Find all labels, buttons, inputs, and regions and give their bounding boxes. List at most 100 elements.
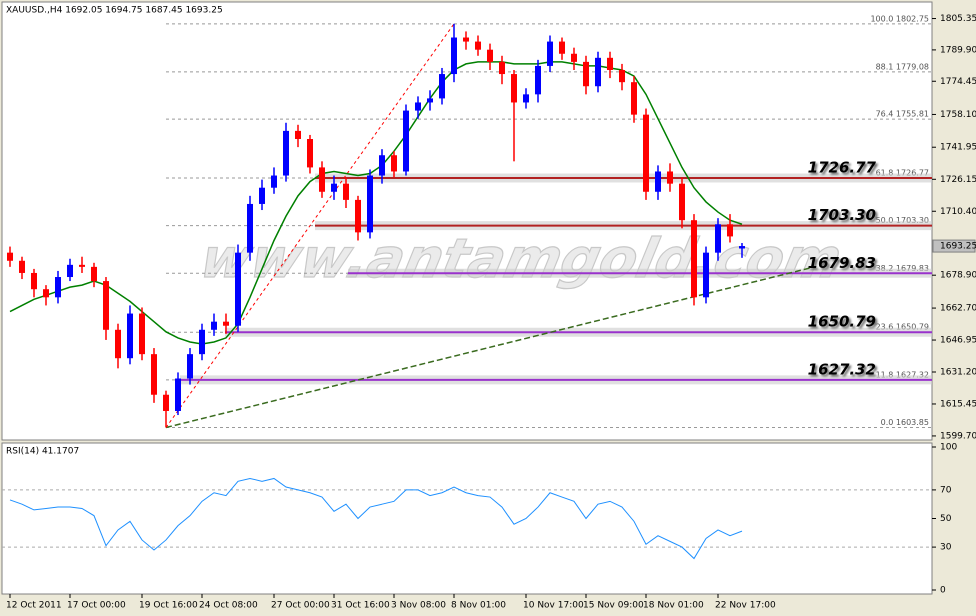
fib-label: 0.0 1603.85 xyxy=(881,418,929,427)
candle-body xyxy=(535,65,541,95)
level-label: 1650.79 xyxy=(808,313,876,331)
candle-body xyxy=(559,41,565,54)
candle-body xyxy=(643,114,649,192)
y-tick-label: 100 xyxy=(940,443,957,453)
fib-label: 50.0 1703.30 xyxy=(876,216,929,225)
candle-body xyxy=(127,313,133,359)
candle-body xyxy=(55,277,61,298)
candle-body xyxy=(139,313,145,355)
candle-body xyxy=(547,41,553,66)
candle-body xyxy=(571,53,577,62)
x-tick-label: 24 Oct 08:00 xyxy=(199,601,258,611)
candle-body xyxy=(475,41,481,50)
candle-body xyxy=(595,57,601,87)
candle-body xyxy=(19,260,25,273)
candle-body xyxy=(403,110,409,172)
y-tick-label: 1631.20 xyxy=(940,368,976,378)
y-tick-label: 1726.15 xyxy=(940,175,976,185)
candle-body xyxy=(259,187,265,204)
candle-body xyxy=(235,252,241,326)
rsi-title: RSI(14) 41.1707 xyxy=(6,447,79,457)
candle-body xyxy=(727,224,733,237)
x-tick-label: 31 Oct 16:00 xyxy=(331,601,390,611)
candle-body xyxy=(307,139,313,168)
candle-body xyxy=(523,94,529,103)
y-tick-label: 1710.40 xyxy=(940,207,976,217)
candle-body xyxy=(463,37,469,42)
level-label: 1679.83 xyxy=(808,254,876,272)
fib-label: 11.8 1627.32 xyxy=(876,370,929,379)
y-tick-label: 1774.45 xyxy=(940,77,976,87)
x-tick-label: 17 Oct 00:00 xyxy=(67,601,126,611)
candle-body xyxy=(415,102,421,111)
candle-body xyxy=(607,57,613,70)
x-tick-label: 12 Oct 2011 xyxy=(6,601,62,611)
candle-body xyxy=(175,378,181,411)
x-tick-label: 15 Nov 09:00 xyxy=(583,601,644,611)
candle-body xyxy=(283,130,289,176)
candle-body xyxy=(295,130,301,140)
rsi-line xyxy=(9,477,743,560)
x-tick-label: 19 Oct 16:00 xyxy=(139,601,198,611)
x-tick-label: 8 Nov 01:00 xyxy=(451,601,506,611)
y-tick-label: 1646.95 xyxy=(940,336,976,346)
y-tick-label: 30 xyxy=(940,543,952,553)
candle-body xyxy=(679,183,685,221)
candle-body xyxy=(511,74,517,103)
trend-line xyxy=(165,267,811,429)
chart-title: XAUUSD.,H4 1692.05 1694.75 1687.45 1693.… xyxy=(6,6,223,16)
candle-body xyxy=(355,199,361,233)
candle-body xyxy=(331,183,337,192)
candle-body xyxy=(67,264,73,278)
y-tick-label: 1662.70 xyxy=(940,304,976,314)
watermark: www.antamgold.com xyxy=(195,227,847,290)
candle-body xyxy=(487,49,493,62)
price-box xyxy=(932,239,976,253)
main-panel xyxy=(1,1,933,441)
candle-body xyxy=(271,175,277,188)
candle-body xyxy=(247,203,253,253)
candle-body xyxy=(79,264,85,267)
candle-body xyxy=(91,266,97,282)
fib-label: 76.4 1755.81 xyxy=(876,110,929,119)
candle-body xyxy=(451,37,457,75)
candle-body xyxy=(583,61,589,87)
x-tick-label: 22 Nov 17:00 xyxy=(715,601,776,611)
price-label: 1693.25 xyxy=(940,242,976,252)
x-tick-label: 10 Nov 17:00 xyxy=(523,601,584,611)
candle-body xyxy=(439,74,445,99)
level-label: 1703.30 xyxy=(808,206,876,224)
candle-body xyxy=(631,82,637,115)
fib-label: 23.6 1650.79 xyxy=(876,323,929,332)
fib-label: 61.8 1726.77 xyxy=(876,169,929,178)
fib-base-line xyxy=(165,23,455,428)
x-tick-label: 18 Nov 01:00 xyxy=(643,601,704,611)
candle-body xyxy=(715,224,721,253)
candle-body xyxy=(151,354,157,395)
candle-body xyxy=(391,155,397,172)
fib-label: 88.1 1779.08 xyxy=(876,62,929,71)
y-tick-label: 1599.70 xyxy=(940,431,976,441)
fib-label: 38.2 1679.83 xyxy=(876,264,929,273)
fib-label: 100.0 1802.75 xyxy=(870,14,929,23)
y-tick-label: 1615.45 xyxy=(940,399,976,409)
y-tick-label: 1789.90 xyxy=(940,45,976,55)
level-label: 1627.32 xyxy=(808,360,876,378)
candle-body xyxy=(703,252,709,298)
candle-body xyxy=(343,183,349,200)
candle-body xyxy=(667,171,673,184)
candle-body xyxy=(691,220,697,298)
rsi-panel xyxy=(1,442,933,595)
level-label: 1726.77 xyxy=(808,159,877,177)
candle-body xyxy=(499,61,505,75)
candle-body xyxy=(187,354,193,379)
candle-body xyxy=(7,252,13,261)
candle-body xyxy=(427,98,433,103)
x-tick-label: 3 Nov 08:00 xyxy=(391,601,446,611)
candle-body xyxy=(199,329,205,355)
candle-body xyxy=(115,329,121,359)
candle-body xyxy=(43,289,49,298)
candle-body xyxy=(739,246,745,249)
